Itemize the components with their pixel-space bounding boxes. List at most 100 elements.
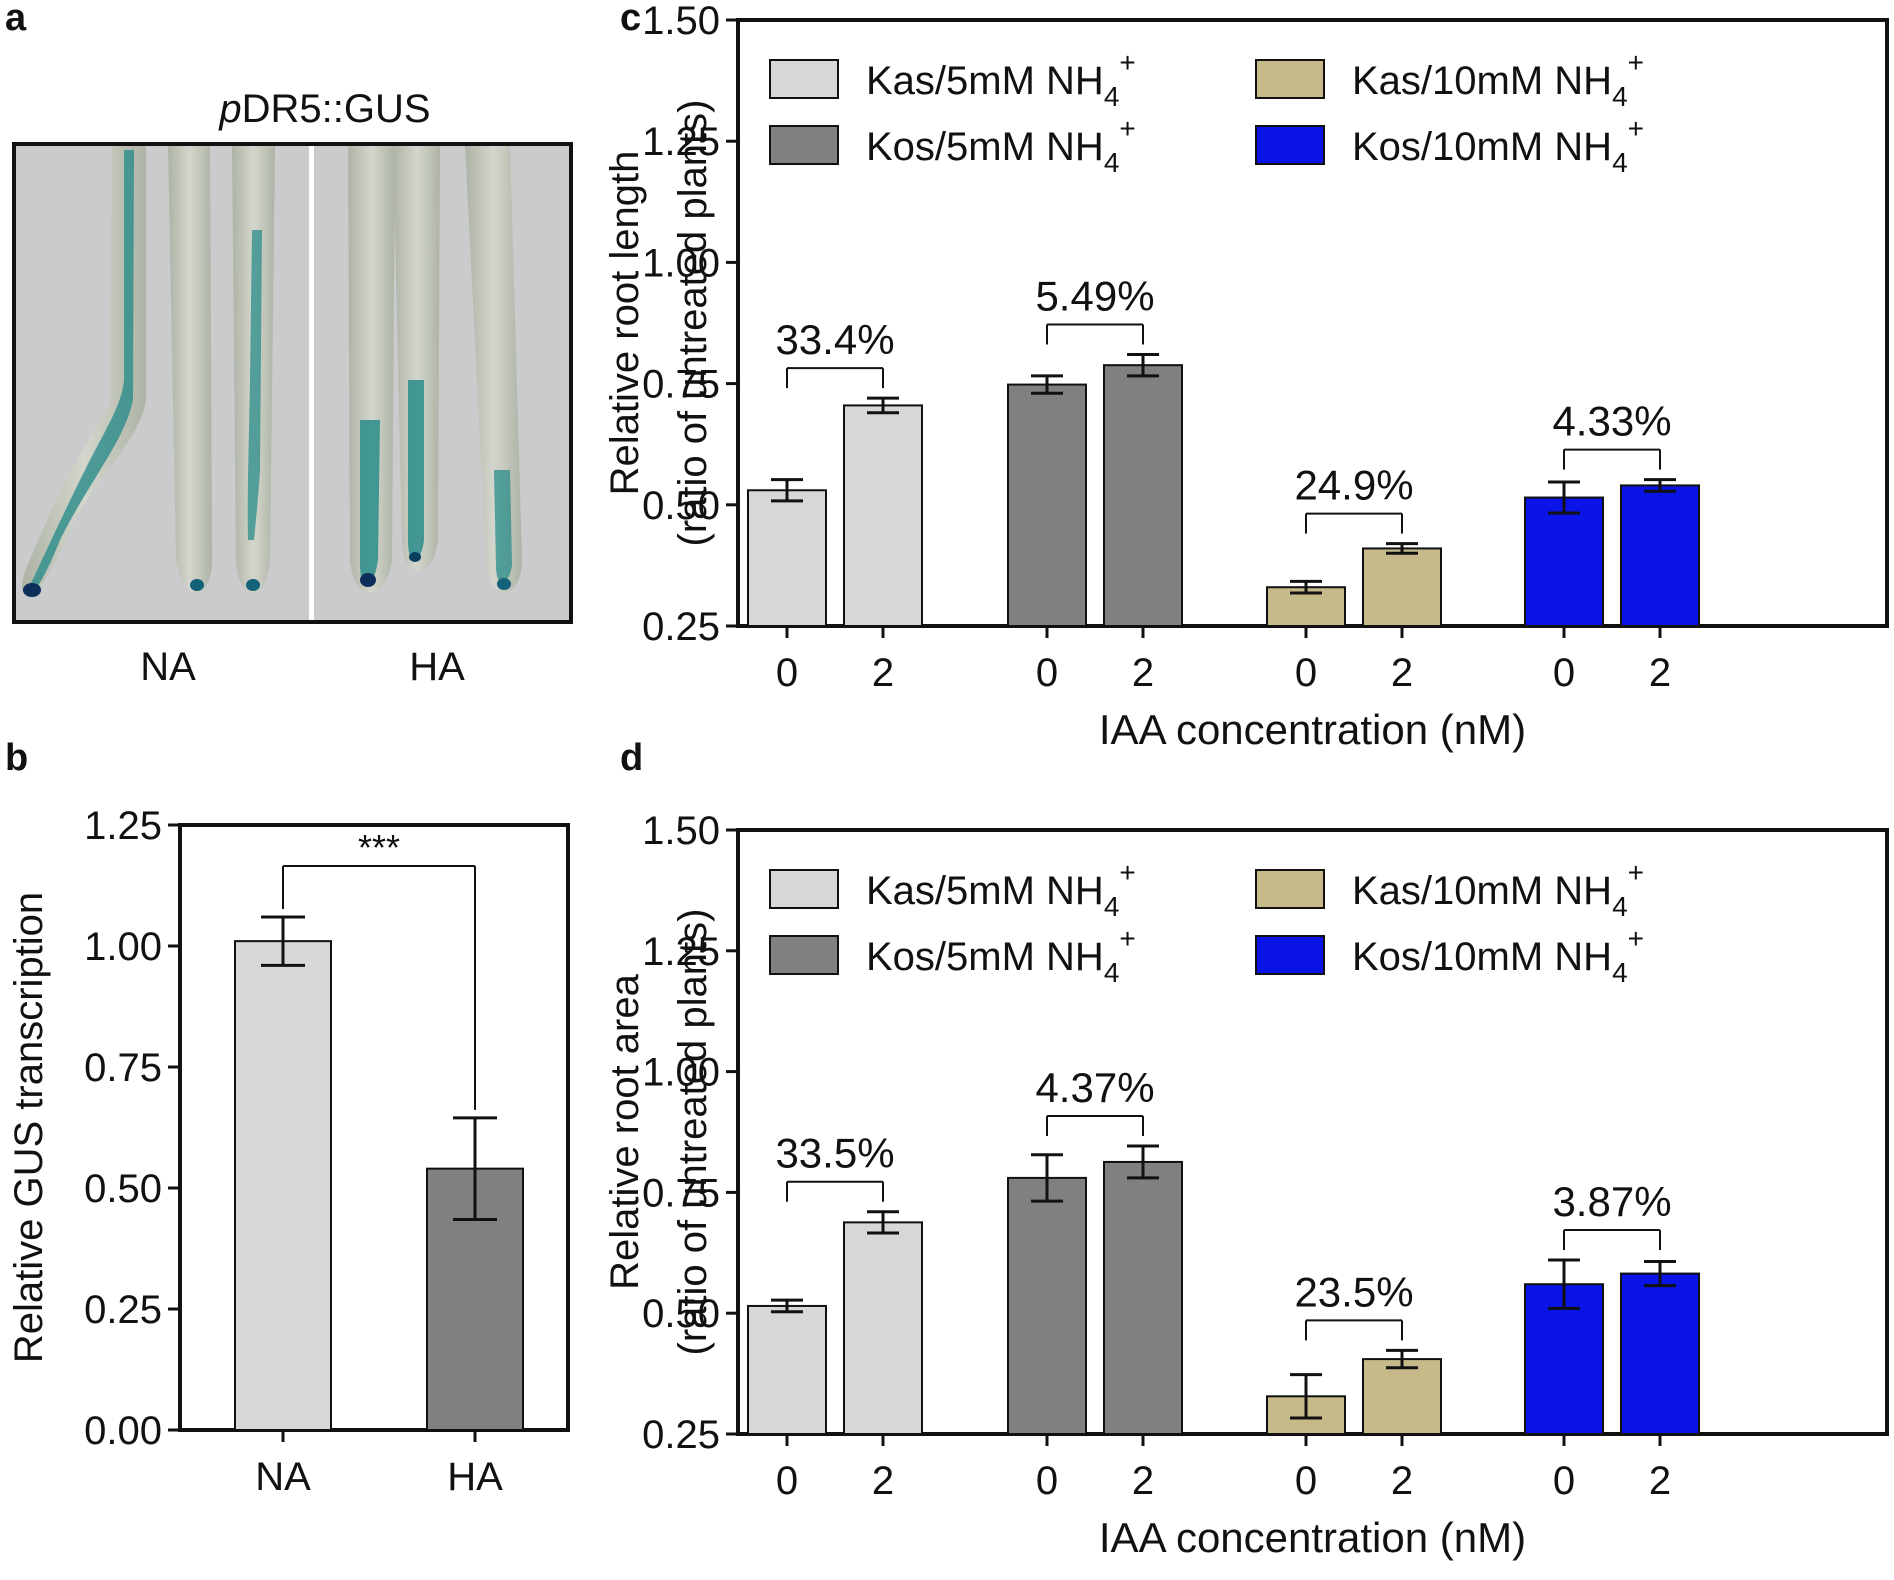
- legend-label: Kos/10mM NH4+: [1352, 113, 1644, 178]
- x-tick-label: 0: [1036, 1459, 1058, 1503]
- root-specimen: [393, 144, 440, 570]
- x-tick-label: 2: [872, 651, 894, 695]
- y-tick-label: 0.75: [642, 363, 720, 407]
- root-specimen: [21, 144, 146, 596]
- x-tick-label: 0: [1553, 651, 1575, 695]
- chart-root-area: 0.25 0.50 0.75 1.00 1.25 1.50 Relative root ar…: [603, 809, 1889, 1561]
- micrograph-frame: [12, 142, 573, 624]
- root-stain: [408, 380, 424, 560]
- y-tick-label: 1.25: [642, 120, 720, 164]
- chart-gus-transcription: 0.00 0.25 0.50 0.75 1.00 1.25 Relative GUS tra…: [7, 804, 570, 1499]
- micrograph-title: pDR5::GUS: [218, 87, 430, 131]
- micrograph-title-italic: p: [218, 87, 241, 131]
- legend-swatch: [1255, 125, 1325, 165]
- legend-label: Kos/5mM NH4+: [866, 923, 1136, 988]
- percent-change-label: 5.49%: [1035, 273, 1154, 320]
- root-specimen: [168, 144, 212, 592]
- y-axis-label-secondary: (ratio of untreated plants): [671, 909, 715, 1356]
- x-tick-label: 0: [776, 1459, 798, 1503]
- x-tick-label: 0: [1553, 1459, 1575, 1503]
- bar: [1007, 1176, 1087, 1436]
- y-tick-label: 0.50: [642, 1292, 720, 1336]
- bar: [1362, 1358, 1442, 1435]
- root-tip: [190, 579, 204, 591]
- legend-label: Kas/5mM NH4+: [866, 857, 1136, 922]
- y-tick-label: 0.00: [84, 1409, 162, 1453]
- x-tick-label: 2: [1649, 1459, 1671, 1503]
- bar: [1620, 484, 1700, 627]
- x-tick-label: 0: [1036, 651, 1058, 695]
- x-tick-label: 2: [1132, 651, 1154, 695]
- legend-label: Kas/10mM NH4+: [1352, 857, 1644, 922]
- y-tick-label: 0.25: [84, 1288, 162, 1332]
- x-tick-label: 2: [1132, 1459, 1154, 1503]
- y-tick-label: 0.25: [642, 605, 720, 649]
- y-tick-label: 1.00: [642, 241, 720, 285]
- y-axis-label: Relative root length: [603, 151, 647, 496]
- y-tick-label: 1.50: [642, 0, 720, 43]
- y-tick-label: 1.00: [84, 925, 162, 969]
- x-tick-label: 2: [872, 1459, 894, 1503]
- root-stain: [247, 230, 262, 540]
- percent-change-label: 3.87%: [1552, 1178, 1671, 1225]
- root-tip: [246, 579, 260, 591]
- x-tick-label: 0: [1295, 651, 1317, 695]
- bar: [747, 1304, 827, 1436]
- x-tick-label: NA: [255, 1455, 311, 1499]
- percent-change-label: 4.37%: [1035, 1064, 1154, 1111]
- legend-swatch: [1255, 59, 1325, 99]
- chart-root-length: 0.25 0.50 0.75 1.00 1.25 1.50 Relative root le…: [603, 0, 1889, 753]
- x-tick-label: 2: [1391, 651, 1413, 695]
- root-tip: [23, 583, 41, 597]
- legend-label: Kos/10mM NH4+: [1352, 923, 1644, 988]
- legend-label: Kas/10mM NH4+: [1352, 47, 1644, 112]
- legend-swatch: [769, 869, 839, 909]
- x-axis-label: IAA concentration (nM): [1099, 706, 1526, 753]
- bar: [1620, 1272, 1700, 1436]
- percent-change-label: 23.5%: [1294, 1268, 1413, 1315]
- legend-swatch: [769, 59, 839, 99]
- legend-swatch: [769, 125, 839, 165]
- micrograph-label-na: NA: [140, 645, 196, 689]
- y-tick-label: 0.50: [84, 1167, 162, 1211]
- x-tick-label: HA: [447, 1455, 503, 1499]
- y-tick-label: 1.50: [642, 809, 720, 853]
- x-tick-label: 2: [1391, 1459, 1413, 1503]
- root-micrograph-panel: pDR5::GUS NA HA: [12, 87, 573, 689]
- x-tick-label: 0: [776, 651, 798, 695]
- bar: [843, 404, 923, 627]
- percent-change-label: 33.4%: [775, 316, 894, 363]
- y-tick-label: 1.25: [642, 930, 720, 974]
- legend-swatch: [769, 935, 839, 975]
- root-tip: [409, 552, 421, 562]
- y-tick-label: 1.25: [84, 804, 162, 848]
- bar: [1103, 364, 1183, 627]
- root-tip: [497, 578, 511, 590]
- micrograph-label-ha: HA: [409, 645, 465, 689]
- y-tick-label: 0.75: [642, 1171, 720, 1215]
- y-tick-label: 0.25: [642, 1413, 720, 1457]
- y-tick-label: 1.00: [642, 1051, 720, 1095]
- legend-swatch: [1255, 935, 1325, 975]
- panel-letter-c: c: [620, 0, 641, 39]
- y-axis-label: Relative root area: [603, 973, 647, 1289]
- bar: [1524, 496, 1604, 628]
- percent-change-label: 33.5%: [775, 1130, 894, 1177]
- bar: [234, 940, 332, 1431]
- y-tick-label: 0.50: [642, 484, 720, 528]
- legend-swatch: [1255, 869, 1325, 909]
- y-axis-label: Relative GUS transcription: [7, 892, 51, 1363]
- x-axis-label: IAA concentration (nM): [1099, 1514, 1526, 1561]
- percent-change-label: 4.33%: [1552, 398, 1671, 445]
- panel-letter-d: d: [620, 737, 643, 779]
- root-specimen: [348, 144, 395, 592]
- root-stain: [360, 420, 380, 585]
- micrograph-title-rest: DR5::GUS: [242, 87, 431, 131]
- micrograph-divider: [309, 144, 314, 622]
- root-tip: [360, 573, 376, 587]
- legend-label: Kos/5mM NH4+: [866, 113, 1136, 178]
- panel-letter-a: a: [5, 0, 27, 39]
- bar: [843, 1221, 923, 1435]
- bar: [1103, 1160, 1183, 1435]
